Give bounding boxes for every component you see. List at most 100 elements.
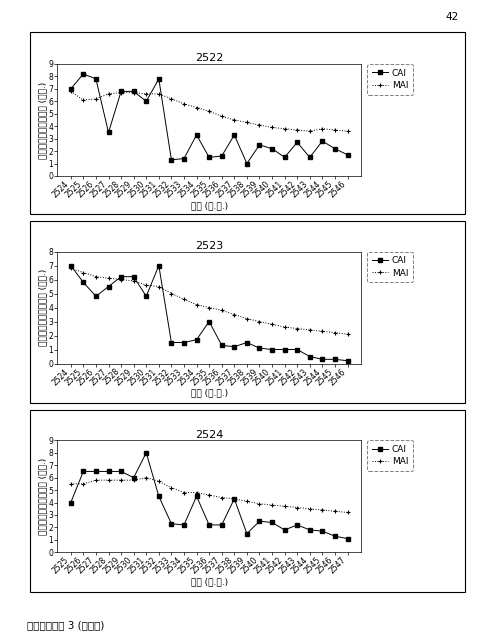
CAI [294,138,300,146]
CAI [93,75,99,83]
MAI [156,477,162,485]
CAI [244,160,250,168]
CAI [80,278,86,286]
MAI [80,480,86,488]
MAI [256,121,262,129]
MAI [181,489,187,497]
CAI [332,532,338,540]
MAI [156,90,162,98]
CAI [168,339,174,346]
CAI [118,273,124,280]
CAI [244,339,250,346]
MAI [168,484,174,492]
MAI [93,476,99,484]
MAI [256,317,262,325]
MAI [68,88,74,95]
CAI [68,85,74,93]
MAI [294,126,300,134]
CAI [131,88,137,95]
CAI [181,155,187,163]
Title: 2522: 2522 [195,53,223,63]
Title: 2523: 2523 [195,241,223,251]
CAI [319,527,325,535]
CAI [168,520,174,527]
MAI [93,273,99,280]
CAI [105,468,111,476]
CAI [118,88,124,95]
Legend: CAI, MAI: CAI, MAI [367,252,413,282]
MAI [168,290,174,298]
CAI [294,521,300,529]
CAI [269,518,275,526]
MAI [68,480,74,488]
CAI [156,262,162,269]
CAI [206,317,212,325]
MAI [269,321,275,328]
CAI [269,346,275,353]
MAI [319,506,325,514]
MAI [307,326,313,333]
MAI [80,96,86,104]
CAI [206,154,212,161]
CAI [206,521,212,529]
Text: ภาพที่ 3 (ต่อ): ภาพที่ 3 (ต่อ) [27,621,104,630]
MAI [345,509,350,516]
MAI [294,504,300,511]
CAI [181,339,187,346]
MAI [105,275,111,282]
CAI [156,493,162,500]
MAI [244,118,250,126]
MAI [269,501,275,509]
MAI [319,125,325,132]
Line: CAI: CAI [69,72,349,166]
CAI [68,262,74,269]
CAI [307,154,313,161]
CAI [93,292,99,300]
CAI [105,283,111,291]
MAI [345,330,350,338]
Title: 2524: 2524 [195,429,223,440]
MAI [269,124,275,131]
MAI [118,476,124,484]
MAI [345,127,350,135]
MAI [206,108,212,115]
Y-axis label: ความเติบโต (มม.): ความเติบโต (มม.) [38,269,47,346]
CAI [294,346,300,353]
CAI [131,474,137,481]
CAI [143,292,149,300]
MAI [143,474,149,481]
MAI [231,116,237,124]
MAI [194,301,199,308]
CAI [256,141,262,148]
CAI [282,346,288,353]
MAI [244,497,250,505]
CAI [168,156,174,164]
CAI [105,129,111,136]
MAI [231,495,237,502]
MAI [307,505,313,513]
CAI [194,336,199,344]
CAI [231,343,237,351]
Line: MAI: MAI [68,266,350,337]
CAI [345,357,350,365]
MAI [206,303,212,311]
MAI [93,95,99,102]
MAI [118,276,124,284]
CAI [143,97,149,105]
CAI [181,521,187,529]
X-axis label: ปี (พ.ศ.): ปี (พ.ศ.) [191,577,228,586]
MAI [105,90,111,98]
MAI [219,307,225,314]
Legend: CAI, MAI: CAI, MAI [367,440,413,471]
CAI [80,468,86,476]
CAI [131,273,137,280]
CAI [282,154,288,161]
CAI [256,344,262,352]
CAI [219,342,225,349]
MAI [332,508,338,515]
MAI [231,310,237,318]
CAI [68,499,74,506]
CAI [345,151,350,159]
Line: MAI: MAI [68,89,350,134]
X-axis label: ปี (พ.ศ.): ปี (พ.ศ.) [191,201,228,210]
